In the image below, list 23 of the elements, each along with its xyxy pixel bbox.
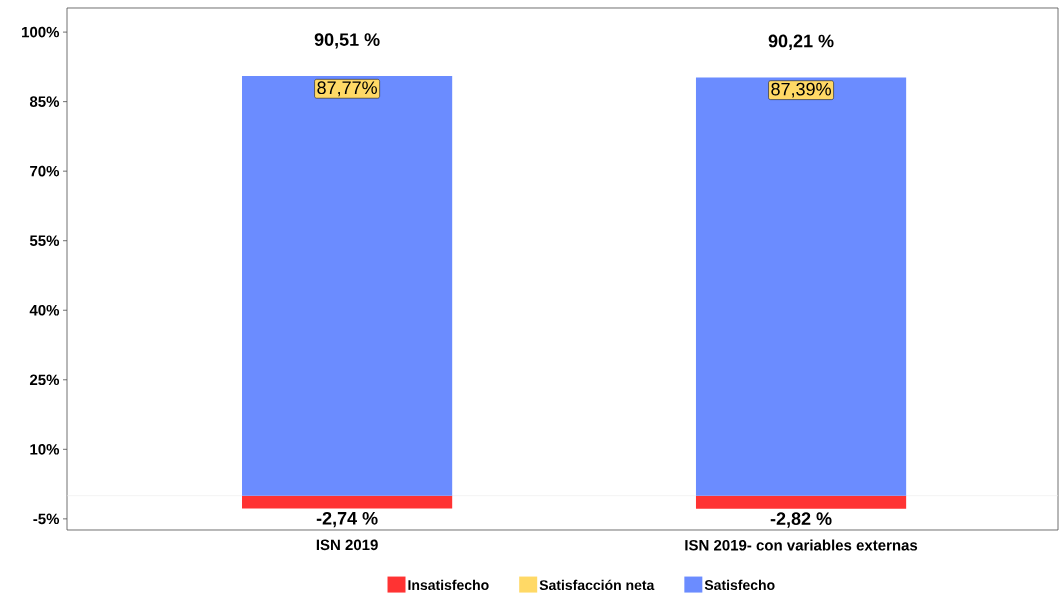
legend-label: Satisfecho xyxy=(704,579,775,591)
x-tick-label: ISN 2019 xyxy=(316,539,378,551)
y-tick-label: 10% xyxy=(30,444,60,455)
y-tick-label: 70% xyxy=(30,165,60,177)
bar xyxy=(242,76,453,496)
data-label: -2,82 % xyxy=(770,512,832,528)
annotation: 87,77% xyxy=(317,81,377,97)
y-tick-label: 100% xyxy=(22,26,60,38)
y-tick-label: 85% xyxy=(29,96,60,107)
bar xyxy=(695,77,907,496)
y-tick-label: 40% xyxy=(29,304,60,316)
data-label: 90,51 % xyxy=(314,33,380,49)
data-label: 90,21 % xyxy=(768,34,834,50)
legend-label: Insatisfecho xyxy=(408,579,489,591)
bar xyxy=(695,495,907,509)
bar xyxy=(242,495,453,509)
annotation: 87,39% xyxy=(771,82,831,98)
data-label: -2,74 % xyxy=(316,511,378,528)
legend-label: Satisfacción neta xyxy=(539,579,655,591)
y-tick-label: 25% xyxy=(29,374,60,386)
x-tick-label: ISN 2019- con variables externas xyxy=(685,539,918,551)
y-tick-label: -5% xyxy=(33,513,60,525)
y-tick-label: 55% xyxy=(29,235,60,246)
